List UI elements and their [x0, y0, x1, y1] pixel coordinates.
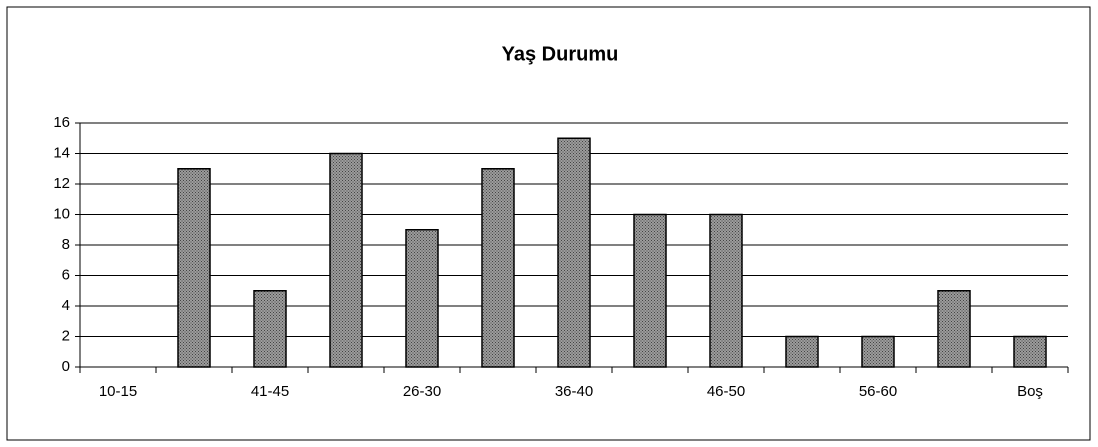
- bar: [633, 213, 667, 368]
- y-tick-label: 14: [53, 144, 70, 161]
- y-tick-label: 12: [53, 175, 70, 192]
- x-tick-label: 26-30: [403, 383, 441, 400]
- y-tick-label: 2: [62, 327, 70, 344]
- x-tick-label: 41-45: [251, 383, 289, 400]
- y-tick-label: 4: [62, 297, 70, 314]
- bar: [937, 290, 971, 368]
- y-tick-label: 16: [53, 114, 70, 131]
- chart-title: Yaş Durumu: [502, 43, 619, 65]
- bar: [329, 152, 363, 368]
- y-tick-label: 6: [62, 266, 70, 283]
- x-tick-label: 56-60: [859, 383, 897, 400]
- x-tick-label: 10-15: [99, 383, 137, 400]
- y-tick-label: 0: [62, 358, 70, 375]
- bar: [177, 168, 211, 368]
- y-tick-label: 10: [53, 205, 70, 222]
- bar: [785, 335, 819, 368]
- bar: [405, 229, 439, 368]
- bar: [557, 137, 591, 368]
- x-tick-label: 46-50: [707, 383, 745, 400]
- x-tick-label: Boş: [1017, 383, 1043, 400]
- y-tick-label: 8: [62, 236, 70, 253]
- bar: [1013, 335, 1047, 368]
- bar: [709, 213, 743, 368]
- chart-border: [6, 6, 1091, 441]
- bar: [253, 290, 287, 368]
- bar: [481, 168, 515, 368]
- bar: [861, 335, 895, 368]
- x-tick-label: 36-40: [555, 383, 593, 400]
